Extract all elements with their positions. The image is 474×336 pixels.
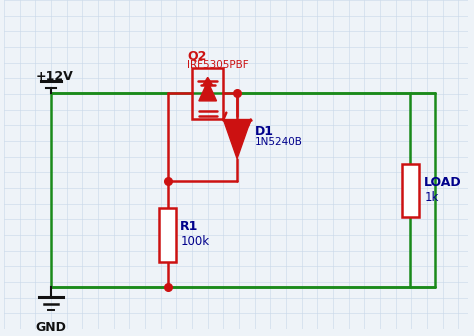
Polygon shape [199, 81, 217, 101]
Text: LOAD: LOAD [424, 176, 462, 189]
Text: 1N5240B: 1N5240B [255, 137, 302, 147]
Text: +12V: +12V [35, 70, 73, 83]
Text: Q2: Q2 [187, 50, 207, 63]
Text: GND: GND [36, 321, 66, 334]
Text: 1k: 1k [424, 192, 438, 204]
Polygon shape [203, 77, 213, 85]
Text: IRF5305PBF: IRF5305PBF [187, 60, 249, 70]
Bar [401, 164, 419, 217]
Text: R1: R1 [180, 220, 199, 233]
Bar [192, 68, 223, 119]
Text: 100k: 100k [180, 236, 210, 248]
Polygon shape [223, 120, 251, 159]
Bar [159, 208, 176, 261]
Text: D1: D1 [255, 125, 273, 138]
